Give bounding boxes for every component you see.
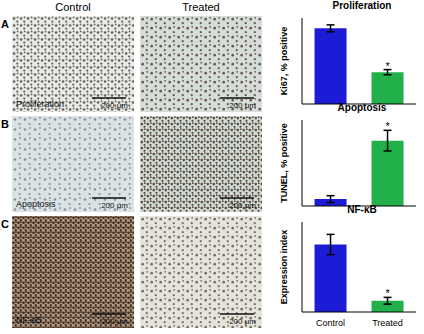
svg-text:Proliferation: Proliferation bbox=[16, 99, 64, 109]
html-text:NF-κB: NF-κB bbox=[347, 204, 377, 215]
html-text:Proliferation: Proliferation bbox=[332, 0, 392, 11]
svg-text:200 μm: 200 μm bbox=[101, 201, 128, 210]
svg-text:200 μm: 200 μm bbox=[229, 201, 256, 210]
svg-text:Control: Control bbox=[316, 318, 345, 328]
svg-text:NF-κB: NF-κB bbox=[16, 315, 42, 325]
svg-text:*: * bbox=[385, 287, 390, 299]
svg-text:*: * bbox=[385, 120, 390, 132]
svg-text:200 μm: 200 μm bbox=[229, 317, 256, 326]
html-text:A: A bbox=[1, 18, 9, 30]
svg-text:Expression index: Expression index bbox=[279, 230, 289, 305]
html-text:Treated: Treated bbox=[182, 1, 220, 13]
svg-text:200 μm: 200 μm bbox=[229, 101, 256, 110]
html-text:Apoptosis: Apoptosis bbox=[337, 102, 387, 113]
svg-text:200 μm: 200 μm bbox=[101, 317, 128, 326]
html-text:B: B bbox=[1, 118, 9, 130]
html-text:C: C bbox=[1, 218, 9, 230]
svg-text:Ki67, % positive: Ki67, % positive bbox=[279, 27, 289, 96]
svg-text:*: * bbox=[385, 60, 390, 72]
svg-text:Apoptosis: Apoptosis bbox=[16, 199, 56, 209]
svg-text:200 μm: 200 μm bbox=[101, 101, 128, 110]
svg-text:TUNEL, % positive: TUNEL, % positive bbox=[279, 123, 289, 203]
svg-text:Treated: Treated bbox=[372, 318, 403, 328]
html-text:Control: Control bbox=[55, 1, 91, 13]
